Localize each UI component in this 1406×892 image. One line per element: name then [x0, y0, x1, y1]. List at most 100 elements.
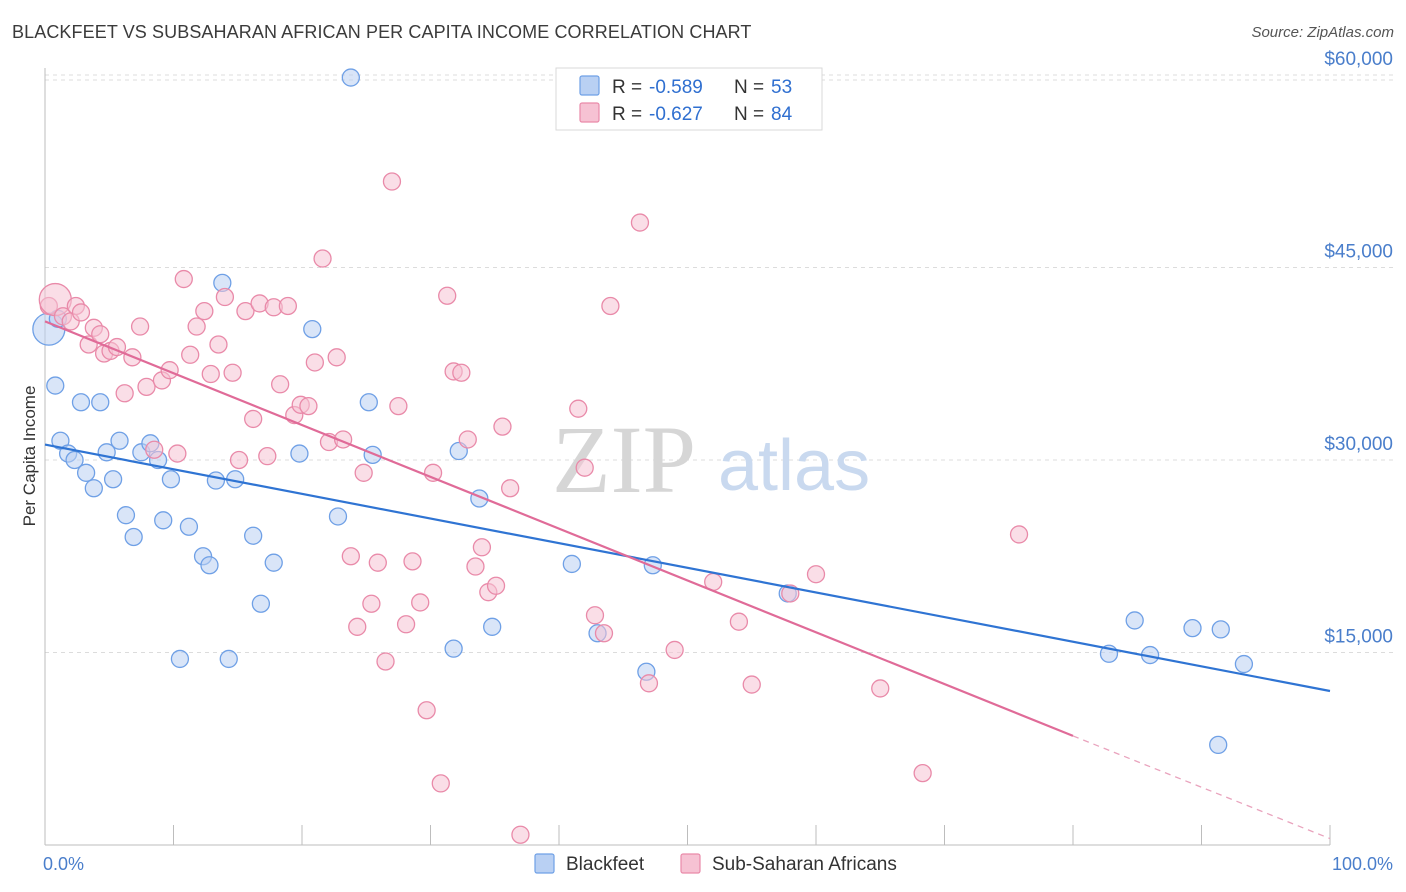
- point-sub-saharan-34: [271, 375, 290, 394]
- trend-line-blackfeet: [44, 443, 1331, 693]
- series-legend: Blackfeet Sub-Saharan Africans: [534, 853, 897, 875]
- x-tick-label-0: 0.0%: [43, 854, 84, 874]
- point-sub-saharan-48: [368, 553, 387, 572]
- legend-swatch-blackfeet: [579, 75, 600, 96]
- point-sub-saharan-61: [458, 430, 477, 449]
- point-sub-saharan-66: [493, 417, 512, 436]
- point-sub-saharan-20: [174, 269, 193, 289]
- point-sub-saharan-21: [181, 345, 200, 364]
- point-sub-saharan-5: [71, 303, 91, 322]
- point-sub-saharan-14: [130, 317, 150, 336]
- y-tick-label-1: $30,000: [1324, 434, 1393, 455]
- point-sub-saharan-39: [305, 353, 325, 372]
- point-sub-saharan-84: [1009, 525, 1029, 544]
- point-sub-saharan-38: [299, 396, 318, 416]
- watermark-atlas: atlas: [718, 426, 870, 506]
- point-blackfeet-10: [103, 470, 123, 489]
- point-blackfeet-11: [110, 431, 129, 450]
- x-tick-label-1: 100.0%: [1332, 854, 1393, 874]
- point-sub-saharan-29: [236, 301, 255, 321]
- legend-n-label-blackfeet: N =: [734, 77, 764, 98]
- point-blackfeet-27: [244, 526, 263, 545]
- point-blackfeet-19: [170, 649, 190, 669]
- data-points: [32, 68, 1254, 844]
- point-sub-saharan-12: [115, 384, 134, 403]
- point-sub-saharan-83: [913, 763, 932, 783]
- point-sub-saharan-26: [215, 287, 235, 307]
- point-sub-saharan-82: [871, 679, 890, 698]
- series-legend-label-blackfeet: Blackfeet: [566, 854, 645, 875]
- point-sub-saharan-35: [278, 296, 298, 316]
- point-sub-saharan-53: [403, 552, 422, 571]
- point-sub-saharan-51: [389, 396, 408, 416]
- point-blackfeet-32: [328, 507, 348, 526]
- point-sub-saharan-62: [466, 557, 485, 576]
- x-tick-labels: 0.0% 100.0%: [43, 854, 1393, 874]
- point-sub-saharan-28: [229, 450, 249, 470]
- legend-n-label-sub-saharan: N =: [734, 104, 764, 125]
- point-sub-saharan-65: [486, 576, 506, 595]
- point-sub-saharan-52: [396, 615, 416, 634]
- legend-swatch-sub-saharan: [579, 102, 600, 123]
- point-blackfeet-22: [200, 556, 219, 575]
- y-axis-title: Per Capita Income: [20, 386, 39, 527]
- point-sub-saharan-68: [511, 825, 530, 844]
- point-blackfeet-8: [91, 393, 110, 412]
- point-sub-saharan-70: [575, 458, 594, 477]
- point-blackfeet-5: [71, 393, 91, 412]
- point-blackfeet-29: [264, 553, 283, 572]
- point-blackfeet-48: [1183, 618, 1202, 638]
- point-sub-saharan-27: [223, 363, 242, 382]
- point-sub-saharan-49: [376, 652, 395, 671]
- legend-r-value-sub-saharan: -0.627: [649, 104, 703, 125]
- point-sub-saharan-74: [630, 213, 650, 232]
- legend-n-value-blackfeet: 53: [771, 77, 792, 98]
- trend-lines: [44, 320, 1331, 840]
- point-sub-saharan-16: [145, 440, 164, 459]
- point-sub-saharan-46: [354, 463, 373, 482]
- point-blackfeet-39: [483, 617, 502, 636]
- point-blackfeet-34: [359, 393, 378, 412]
- y-tick-label-0: $15,000: [1324, 627, 1393, 648]
- point-sub-saharan-24: [201, 364, 220, 384]
- legend-n-value-sub-saharan: 84: [771, 104, 793, 125]
- point-sub-saharan-50: [382, 172, 402, 191]
- watermark-zip: ZIP: [552, 406, 696, 513]
- point-sub-saharan-75: [639, 674, 659, 693]
- series-legend-swatch-sub-saharan: [680, 853, 701, 874]
- point-blackfeet-40: [562, 554, 581, 574]
- point-blackfeet-51: [1234, 654, 1254, 674]
- point-sub-saharan-73: [601, 296, 620, 316]
- point-sub-saharan-19: [168, 444, 187, 463]
- point-blackfeet-1: [46, 376, 65, 395]
- point-sub-saharan-63: [472, 538, 492, 557]
- point-blackfeet-4: [65, 450, 84, 470]
- point-sub-saharan-45: [348, 617, 367, 636]
- point-blackfeet-50: [1211, 620, 1230, 639]
- legend-frame: [555, 67, 823, 131]
- point-sub-saharan-58: [438, 286, 457, 305]
- point-sub-saharan-23: [195, 301, 214, 321]
- point-blackfeet-36: [444, 639, 463, 658]
- series-legend-label-sub-saharan: Sub-Saharan Africans: [712, 854, 897, 875]
- point-blackfeet-30: [290, 444, 309, 463]
- point-sub-saharan-22: [187, 317, 206, 336]
- point-blackfeet-28: [251, 594, 271, 613]
- y-tick-label-3: $60,000: [1324, 49, 1393, 70]
- point-blackfeet-25: [219, 649, 238, 669]
- point-sub-saharan-60: [452, 363, 471, 382]
- point-blackfeet-46: [1125, 611, 1144, 630]
- point-sub-saharan-81: [806, 565, 826, 584]
- chart-title: BLACKFEET VS SUBSAHARAN AFRICAN PER CAPI…: [12, 22, 752, 42]
- point-blackfeet-31: [303, 319, 322, 339]
- point-sub-saharan-55: [417, 701, 436, 720]
- point-sub-saharan-47: [362, 594, 381, 613]
- point-sub-saharan-72: [594, 624, 614, 643]
- point-blackfeet-12: [116, 506, 136, 525]
- point-sub-saharan-69: [569, 399, 588, 418]
- legend: R = -0.589 N = 53 R = -0.627 N = 84: [555, 67, 823, 131]
- point-sub-saharan-57: [431, 774, 450, 793]
- point-sub-saharan-44: [341, 547, 360, 566]
- point-blackfeet-49: [1209, 735, 1228, 755]
